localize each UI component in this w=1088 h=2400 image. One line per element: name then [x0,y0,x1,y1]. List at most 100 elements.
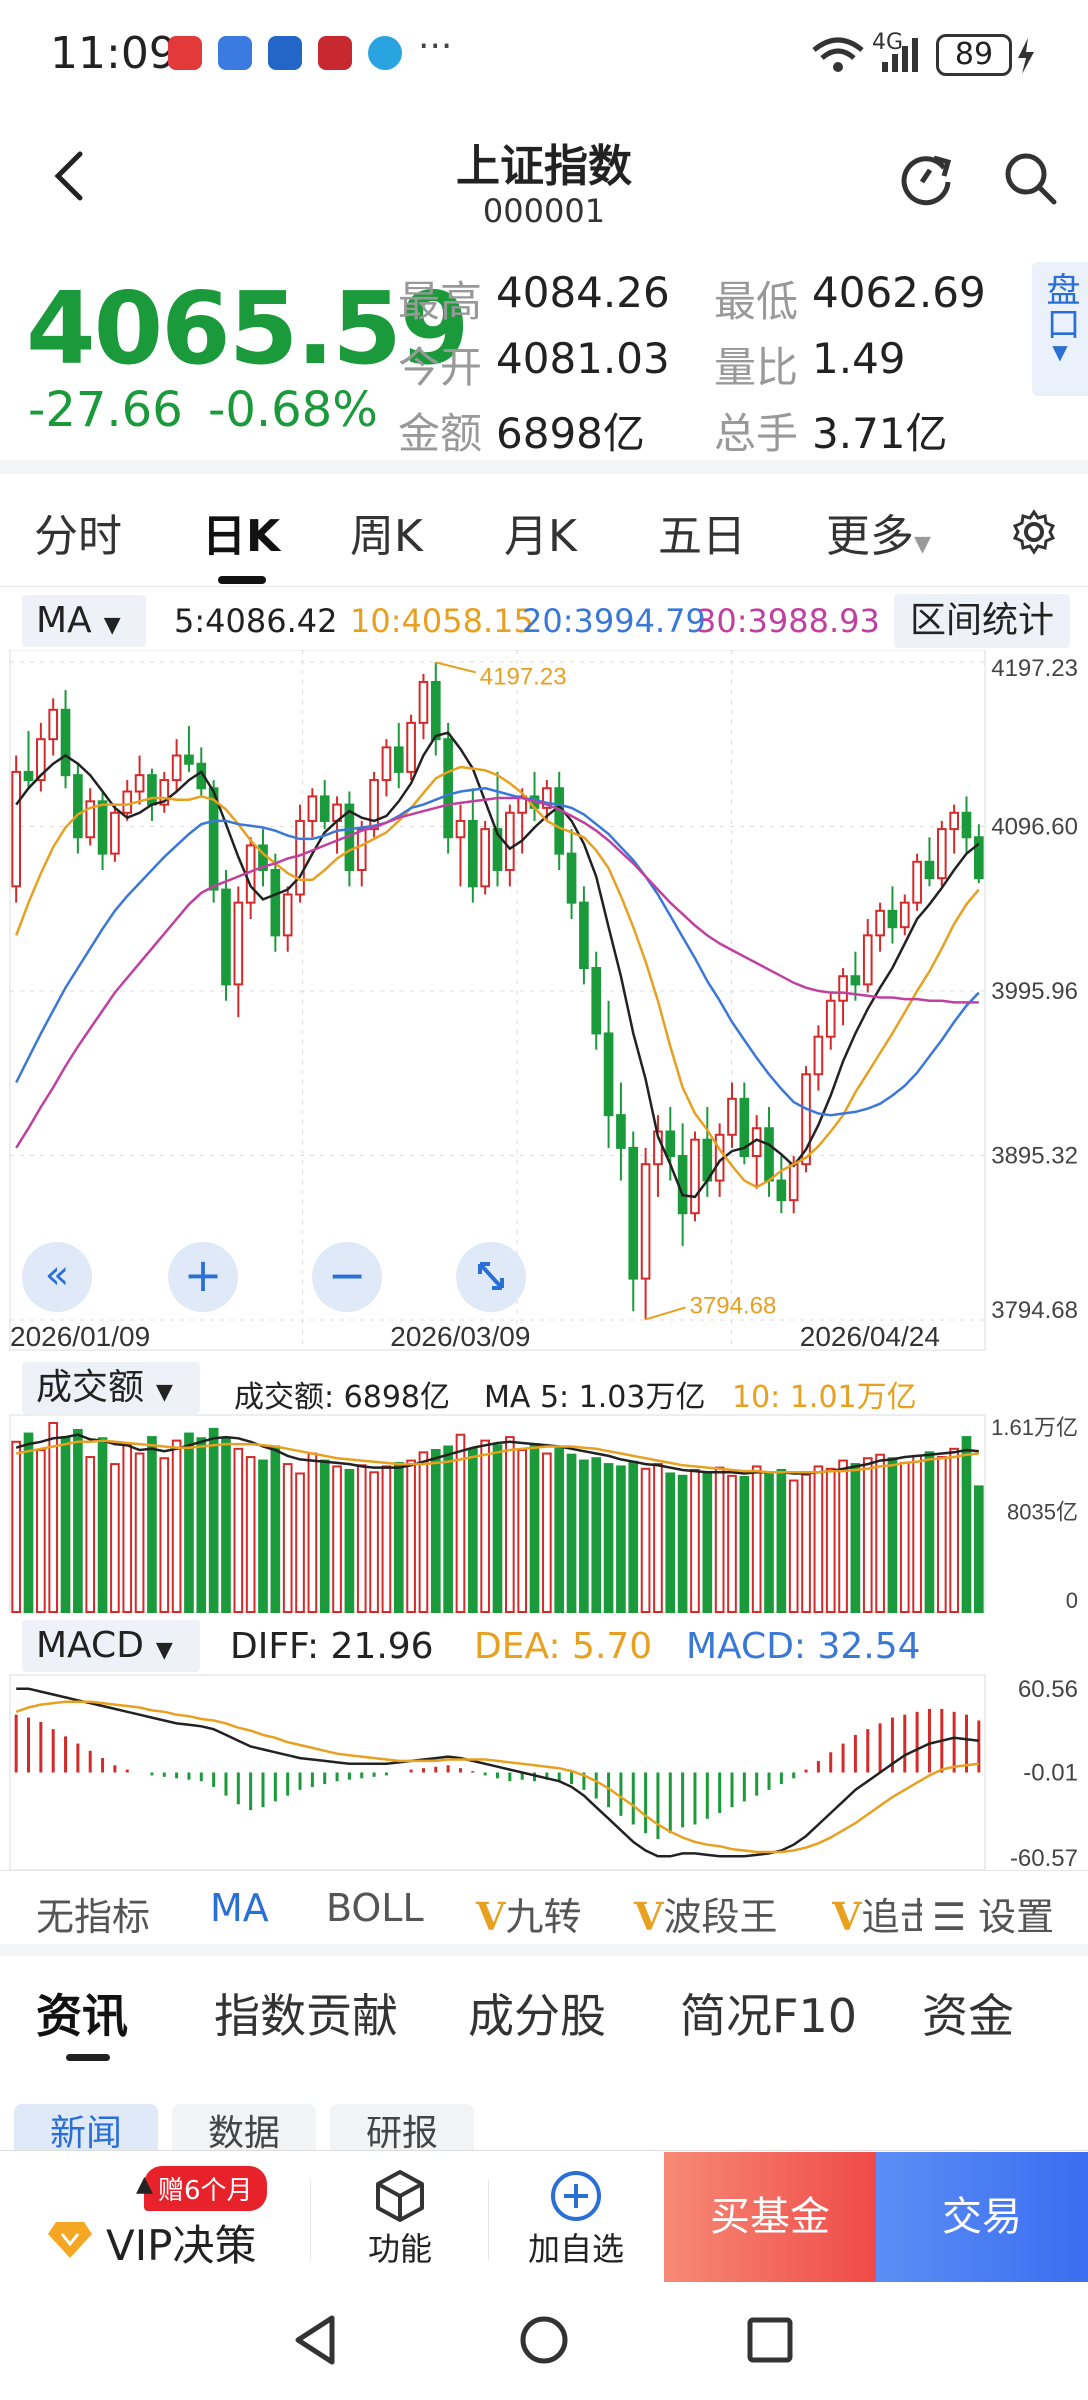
volume-bar [171,1439,182,1614]
page-title: 上证指数 [456,141,632,192]
tab-daily-k[interactable]: 日K [202,511,281,562]
tab-monthly-k[interactable]: 月K [504,511,577,562]
ratio-value: 1.49 [812,334,906,383]
vip-v-icon: V [476,1894,506,1939]
kline-chart-area[interactable]: 4197.23 4096.60 3995.96 3895.32 3794.68 2026/… [0,650,1088,1870]
volume-bar [505,1436,515,1614]
indicator-jiuzhuan[interactable]: V九转 [476,1886,582,1941]
volume-bar [418,1451,429,1614]
settings-gear-icon[interactable] [1010,508,1058,556]
min-annotation: 3794.68 [690,1292,777,1319]
tab-five-day[interactable]: 五日 [658,511,746,562]
indicator-ma[interactable]: MA [210,1886,269,1930]
max-annotation: 4197.23 [480,663,567,690]
candle-body [184,754,194,765]
range-stats-button[interactable]: 区间统计 [894,594,1070,648]
function-button[interactable]: 功能 [340,2168,460,2278]
tab-weekly-k[interactable]: 周K [350,511,423,562]
volume-y-tick: 8035亿 [1007,1500,1078,1525]
volume-bar [517,1449,528,1613]
volume-select-label: 成交额 [36,1367,145,1408]
candle-body [406,721,416,773]
pankou-button[interactable]: 盘口 ▼ [1032,262,1088,396]
bottom-divider [310,2180,311,2260]
candle-body [628,1146,639,1280]
ma20-value: 20:3994.79 [522,602,706,640]
tab-funds[interactable]: 资金 [922,1989,1014,2043]
zoom-out-icon[interactable]: − [312,1242,382,1312]
buy-fund-button[interactable]: 买基金 [664,2152,876,2282]
trade-button[interactable]: 交易 [876,2152,1088,2282]
volume-bar [579,1459,589,1614]
vip-decision-button[interactable]: 赠6个月 ▲ VIP决策 [10,2160,310,2278]
candle-body [455,819,466,839]
low-label: 最低 [714,277,799,326]
candle-body [591,967,602,1035]
kline-y-tick: 4096.60 [991,813,1078,840]
active-tab-indicator [218,576,266,584]
scroll-left-icon[interactable]: « [22,1242,92,1312]
indicator-zhuiji[interactable]: V追击 [832,1886,922,1941]
candle-body [764,1127,774,1182]
candle-body [776,1179,787,1202]
nav-home-icon[interactable] [516,2312,572,2368]
charging-icon [1018,38,1034,74]
back-icon[interactable] [50,150,90,202]
app-notification-icon-3 [318,36,352,70]
high-label: 最高 [398,277,483,326]
tab-more[interactable]: 更多▼ [826,500,931,564]
candle-body [85,800,96,839]
status-bar: 11:09 ··· 4G 89 [0,0,1088,110]
candle-body [418,680,429,724]
zoom-in-icon[interactable]: + [168,1242,238,1312]
volume-bar [875,1453,885,1614]
fullscreen-icon[interactable] [456,1242,526,1312]
refresh-icon[interactable] [896,148,956,208]
indicator-boduanwang[interactable]: V波段王 [634,1886,778,1941]
caret-down-icon: ▼ [103,613,121,638]
macd-y-tick: -60.57 [1010,1845,1078,1870]
hands-value: 3.71亿 [812,409,948,458]
tab-constituents[interactable]: 成分股 [468,1989,606,2043]
network-type: 4G [872,30,904,55]
volume-y-tick: 1.61万亿 [991,1415,1078,1440]
bottom-divider [488,2180,489,2260]
macd-indicator-select[interactable]: MACD ▼ [22,1620,200,1672]
nav-recents-icon[interactable] [744,2314,796,2366]
volume-bar [480,1439,490,1614]
tab-news-info[interactable]: 资讯 [36,1989,128,2043]
indicator-divider [0,1870,1088,1871]
vip-decision-label: VIP决策 [106,2221,257,2270]
volume-bar [332,1465,342,1613]
volume-bar [381,1465,392,1613]
add-watchlist-button[interactable]: 加自选 [516,2168,636,2278]
battery-level: 89 [936,34,1012,76]
tab-index-contribution[interactable]: 指数贡献 [214,1989,398,2043]
macd-dea-line [15,1700,979,1854]
candle-body [677,1155,688,1215]
volume-bar [393,1461,404,1613]
indicator-settings-label: 设置 [978,1895,1055,1939]
candle-body [640,1163,651,1280]
volume-bar [788,1479,799,1613]
nav-back-icon[interactable] [290,2312,340,2368]
ma-select[interactable]: MA ▼ [22,595,146,647]
volume-bar [492,1444,503,1613]
tab-f10[interactable]: 简况F10 [680,1989,857,2043]
caret-up-icon: ▲ [136,2172,153,2197]
indicator-none[interactable]: 无指标 [36,1895,151,1939]
volume-bar [282,1463,293,1614]
volume-bar [85,1456,96,1613]
ma5-line [15,731,980,1199]
indicator-settings[interactable]: ☰ 设置 [932,1886,1055,1941]
volume-bar [924,1451,935,1614]
search-icon[interactable] [1000,148,1060,208]
indicator-boll[interactable]: BOLL [326,1886,424,1930]
candle-body [393,746,404,773]
volume-bar [11,1440,21,1613]
tab-fenshi[interactable]: 分时 [34,511,122,562]
kline-y-tick: 4197.23 [991,655,1078,682]
volume-bar [764,1471,774,1613]
vip-promo-badge: 赠6个月 [144,2166,267,2211]
volume-indicator-select[interactable]: 成交额 ▼ [22,1362,200,1414]
